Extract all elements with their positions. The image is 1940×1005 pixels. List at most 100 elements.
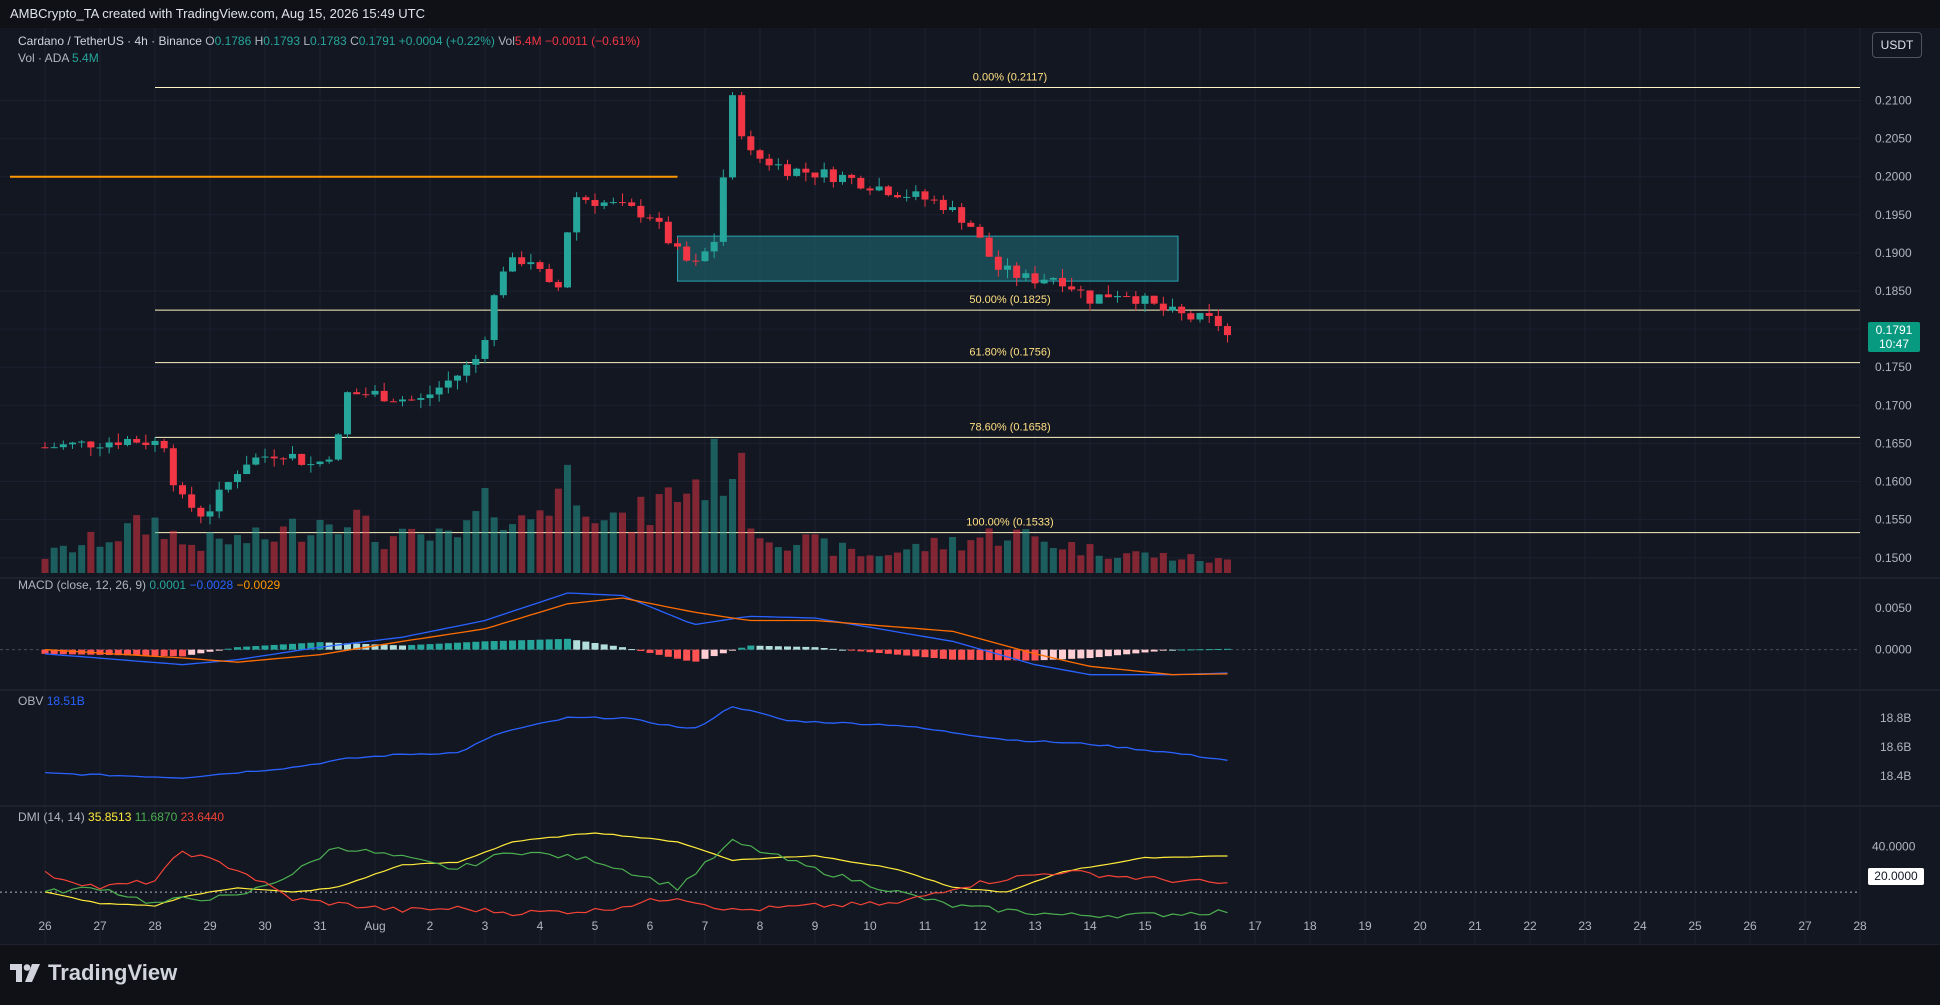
open-value: 0.1786	[214, 34, 252, 48]
macd-histogram-bar	[637, 649, 645, 652]
candle-body	[765, 158, 773, 166]
macd-histogram-bar	[316, 642, 324, 650]
macd-histogram-bar	[729, 649, 736, 651]
volume-bar	[151, 517, 159, 573]
time-tick-label: 11	[919, 919, 932, 933]
dmi-legend[interactable]: DMI (14, 14) 35.8513 11.6870 23.6440	[18, 810, 224, 824]
macd-histogram-bar	[619, 647, 626, 650]
candle-body	[1196, 313, 1204, 320]
macd-histogram-bar	[958, 649, 966, 660]
obv-tick-label: 18.4B	[1880, 769, 1911, 783]
time-tick-label: 31	[313, 919, 327, 933]
attribution-text: AMBCrypto_TA created with TradingView.co…	[10, 6, 426, 21]
fib-level-label: 100.00% (0.1533)	[966, 517, 1053, 529]
macd-histogram-bar	[215, 649, 223, 651]
candle-body	[600, 202, 608, 206]
candle-body	[554, 282, 562, 288]
volume-bar	[1169, 560, 1176, 573]
currency-selector-button[interactable]: USDT	[1872, 32, 1922, 58]
logo-text: TradingView	[48, 960, 178, 985]
macd-histogram-bar	[719, 649, 727, 654]
volume-bar	[1095, 555, 1103, 573]
macd-histogram-bar	[582, 641, 590, 650]
volume-bar	[1077, 555, 1085, 573]
tradingview-logo[interactable]: TradingView	[10, 960, 177, 986]
volume-bar	[738, 452, 746, 573]
candle-body	[1004, 265, 1011, 270]
macd-histogram-bar	[307, 642, 315, 650]
macd-histogram-bar	[857, 649, 865, 652]
candle-body	[96, 447, 104, 449]
macd-histogram-bar	[1169, 649, 1176, 651]
volume-bar	[1013, 529, 1021, 573]
obv-tick-label: 18.8B	[1880, 711, 1911, 725]
volume-bar	[234, 535, 241, 573]
candle-body	[994, 256, 1002, 270]
price-tick-label: 0.1600	[1875, 475, 1912, 489]
candle-body	[701, 251, 709, 262]
macd-histogram-bar	[408, 645, 416, 650]
candle-body	[1031, 273, 1039, 284]
macd-histogram-bar	[41, 649, 49, 654]
volume-bar	[499, 529, 507, 573]
volume-bar	[69, 552, 76, 573]
obv-value: 18.51B	[46, 694, 85, 708]
volume-legend[interactable]: Vol · ADA 5.4M	[18, 51, 99, 65]
volume-bar	[994, 545, 1002, 573]
fib-level-label: 78.60% (0.1658)	[969, 421, 1050, 433]
symbol-legend[interactable]: Cardano / TetherUS · 4h · Binance O0.178…	[18, 34, 640, 48]
volume-bar	[344, 527, 351, 573]
volume-bar	[481, 488, 489, 573]
obv-legend[interactable]: OBV 18.51B	[18, 694, 85, 708]
candle-body	[289, 453, 296, 459]
low-value: 0.1783	[310, 34, 347, 48]
macd-histogram-bar	[454, 642, 461, 650]
candle-body	[793, 168, 801, 176]
macd-histogram-bar	[536, 639, 544, 650]
candle-body	[334, 434, 342, 460]
macd-legend[interactable]: MACD (close, 12, 26, 9) 0.0001 −0.0028 −…	[18, 578, 280, 592]
macd-histogram-bar	[829, 648, 837, 650]
volume-bar	[41, 558, 49, 573]
candle-body	[591, 200, 599, 206]
chart-frame[interactable]	[0, 28, 1940, 945]
volume-bar	[619, 512, 626, 573]
price-tick-label: 0.2100	[1875, 93, 1912, 107]
macd-histogram-bar	[334, 642, 342, 650]
volume-bar	[664, 487, 672, 573]
volume-bar	[408, 528, 416, 573]
macd-histogram-bar	[133, 649, 141, 656]
candle-body	[738, 95, 746, 137]
footer	[0, 945, 1940, 1005]
candle-body	[875, 186, 883, 191]
macd-histogram-bar	[1178, 649, 1186, 651]
plus-di-value: 11.6870	[134, 810, 178, 824]
currency-label: USDT	[1880, 38, 1914, 52]
obv-line	[44, 706, 1228, 779]
candle-body	[1049, 277, 1057, 280]
volume-bar	[958, 550, 966, 573]
macd-histogram-bar	[765, 646, 773, 650]
candle-body	[811, 172, 819, 178]
macd-histogram-bar	[921, 649, 929, 658]
volume-bar	[454, 537, 461, 573]
macd-histogram-bar	[252, 646, 260, 650]
macd-histogram-bar	[188, 649, 196, 655]
volume-bar	[472, 511, 480, 573]
candle-body	[41, 447, 49, 449]
candle-body	[949, 207, 956, 211]
chart-canvas[interactable]: 0.00% (0.2117) 50.00% (0.1825) 61.80% (0.1…	[0, 28, 1940, 945]
volume-bar	[215, 538, 223, 573]
macd-histogram-bar	[1086, 649, 1094, 658]
macd-histogram-bar	[1068, 649, 1076, 659]
volume-bar	[1205, 562, 1213, 573]
candle-body	[609, 202, 617, 204]
candle-body	[1214, 315, 1222, 327]
volume-bar	[967, 540, 975, 573]
volume-bar	[105, 542, 113, 573]
close-value: 0.1791	[358, 34, 396, 48]
candle-body	[114, 442, 122, 445]
volume-bar	[1049, 548, 1057, 573]
candle-body	[133, 438, 141, 443]
candle-body	[444, 380, 452, 388]
